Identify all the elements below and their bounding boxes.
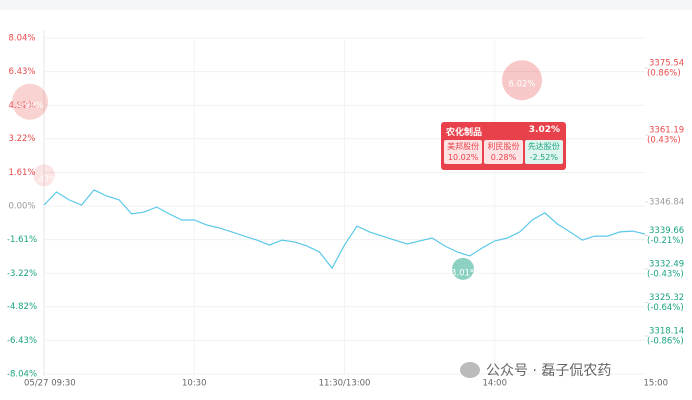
y2-tick-label: 3318.14: [649, 326, 684, 336]
tooltip-value: 3.02%: [528, 125, 560, 135]
y-tick-label: 8.04%: [8, 34, 35, 44]
y2-tick-label: 3346.84: [649, 198, 684, 208]
annotation-label: 1.47%: [30, 175, 57, 185]
y-tick-label: -4.82%: [7, 302, 37, 312]
x-tick-label: 11:30/13:00: [319, 379, 371, 389]
x-tick-label: 10:30: [182, 379, 207, 389]
y-tick-label: 3.22%: [8, 134, 35, 144]
watermark-icon: [460, 362, 480, 378]
top-strip: [0, 0, 692, 10]
y-tick-label: 0.00%: [8, 202, 35, 212]
price-line: [43, 189, 646, 270]
annotation-label: 6.02%: [508, 80, 535, 90]
annotation-bubble: [452, 257, 474, 280]
annotation-bubble: [502, 60, 542, 101]
item-name: 利民股份: [487, 142, 520, 151]
x-tick-label: 15:00: [644, 379, 669, 389]
y2-tick-label: 3339.66: [649, 226, 684, 236]
x-tick-label: 05/27 09:30: [24, 379, 76, 389]
tooltip-item: 美邦股份 10.02%: [444, 140, 483, 164]
item-name: 美邦股份: [447, 142, 480, 151]
tooltip-item: 利民股份 0.28%: [484, 140, 523, 164]
watermark-text: 公众号 · 磊子侃农药: [486, 363, 612, 379]
item-name: 先达股份: [527, 142, 560, 151]
y-tick-label: 6.43%: [8, 67, 35, 77]
item-value: 0.28%: [490, 153, 517, 162]
y2-tick-label: 3375.54: [649, 59, 684, 69]
y2-tick-sublabel: (-0.64%): [647, 303, 684, 313]
annotation-label: 4.99%: [16, 101, 43, 111]
watermark: 公众号 · 磊子侃农药: [460, 360, 611, 380]
y-tick-label: 4.82%: [8, 101, 35, 111]
y2-tick-label: 3332.49: [649, 260, 684, 270]
annotation-bubble: [12, 83, 48, 120]
tooltip-header: 农化制品 3.02%: [441, 122, 566, 140]
y2-tick-label: 3361.19: [649, 126, 684, 136]
x-tick-label: 14:00: [483, 379, 508, 389]
y-tick-label: -6.43%: [7, 336, 37, 346]
item-value: 10.02%: [447, 153, 479, 162]
y2-tick-sublabel: (-0.21%): [647, 236, 684, 246]
tooltip-item: 先达股份 -2.52%: [524, 140, 563, 164]
annotation-label: -3.01%: [448, 268, 478, 278]
annotation-bubble: [33, 164, 55, 187]
y2-tick-label: 3325.32: [649, 293, 684, 303]
tooltip-items: 美邦股份 10.02% 利民股份 0.28% 先达股份 -2.52%: [441, 140, 566, 164]
y2-tick-sublabel: (0.86%): [647, 69, 681, 79]
y-tick-label: -1.61%: [7, 235, 37, 245]
y-tick-label: -3.22%: [7, 269, 37, 279]
y2-tick-sublabel: (-0.86%): [647, 336, 684, 346]
y-tick-label: -8.04%: [7, 370, 37, 380]
tooltip-title: 农化制品: [446, 128, 483, 138]
item-value: -2.52%: [529, 153, 558, 162]
y-tick-label: 1.61%: [8, 168, 35, 178]
y2-tick-sublabel: (0.43%): [647, 136, 681, 146]
tooltip: 农化制品 3.02% 美邦股份 10.02% 利民股份 0.28% 先达股份 -2.5…: [441, 122, 566, 170]
y2-tick-sublabel: (-0.43%): [647, 270, 684, 280]
